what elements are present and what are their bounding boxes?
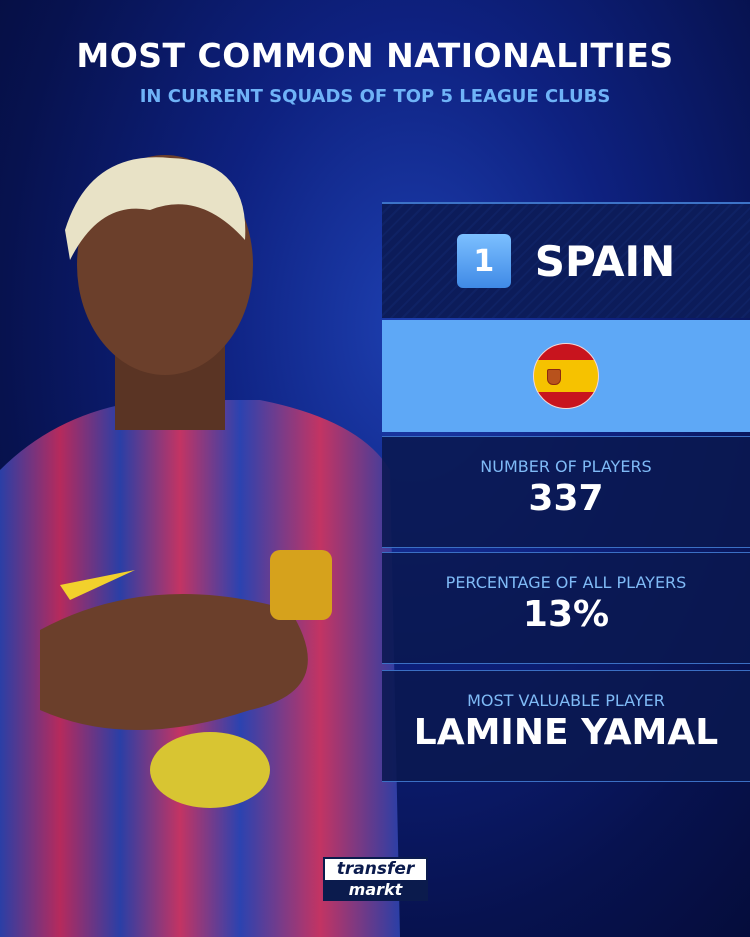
stat-most-valuable-player: MOST VALUABLE PLAYER LAMINE YAMAL [382, 670, 750, 782]
stat-value: 13% [522, 594, 610, 635]
country-name: SPAIN [534, 236, 676, 286]
rank-header: 1 SPAIN [382, 202, 750, 318]
stat-number-of-players: NUMBER OF PLAYERS 337 [382, 436, 750, 548]
page-title: MOST COMMON NATIONALITIES [76, 36, 674, 75]
stat-percentage: PERCENTAGE OF ALL PLAYERS 13% [382, 552, 750, 664]
page-subtitle: IN CURRENT SQUADS OF TOP 5 LEAGUE CLUBS [139, 86, 611, 107]
stat-label: NUMBER OF PLAYERS [480, 457, 652, 476]
player-photo [0, 155, 400, 937]
logo-line2: markt [325, 880, 426, 899]
spain-flag-icon [533, 343, 599, 409]
logo-line1: transfer [336, 859, 415, 879]
stat-value: LAMINE YAMAL [413, 712, 719, 753]
transfermarkt-logo: transfer markt [323, 857, 428, 901]
rank-badge: 1 [456, 234, 511, 288]
stat-value: 337 [528, 478, 604, 519]
stat-label: MOST VALUABLE PLAYER [467, 691, 665, 710]
flag-panel [382, 320, 750, 432]
stat-label: PERCENTAGE OF ALL PLAYERS [445, 573, 687, 592]
